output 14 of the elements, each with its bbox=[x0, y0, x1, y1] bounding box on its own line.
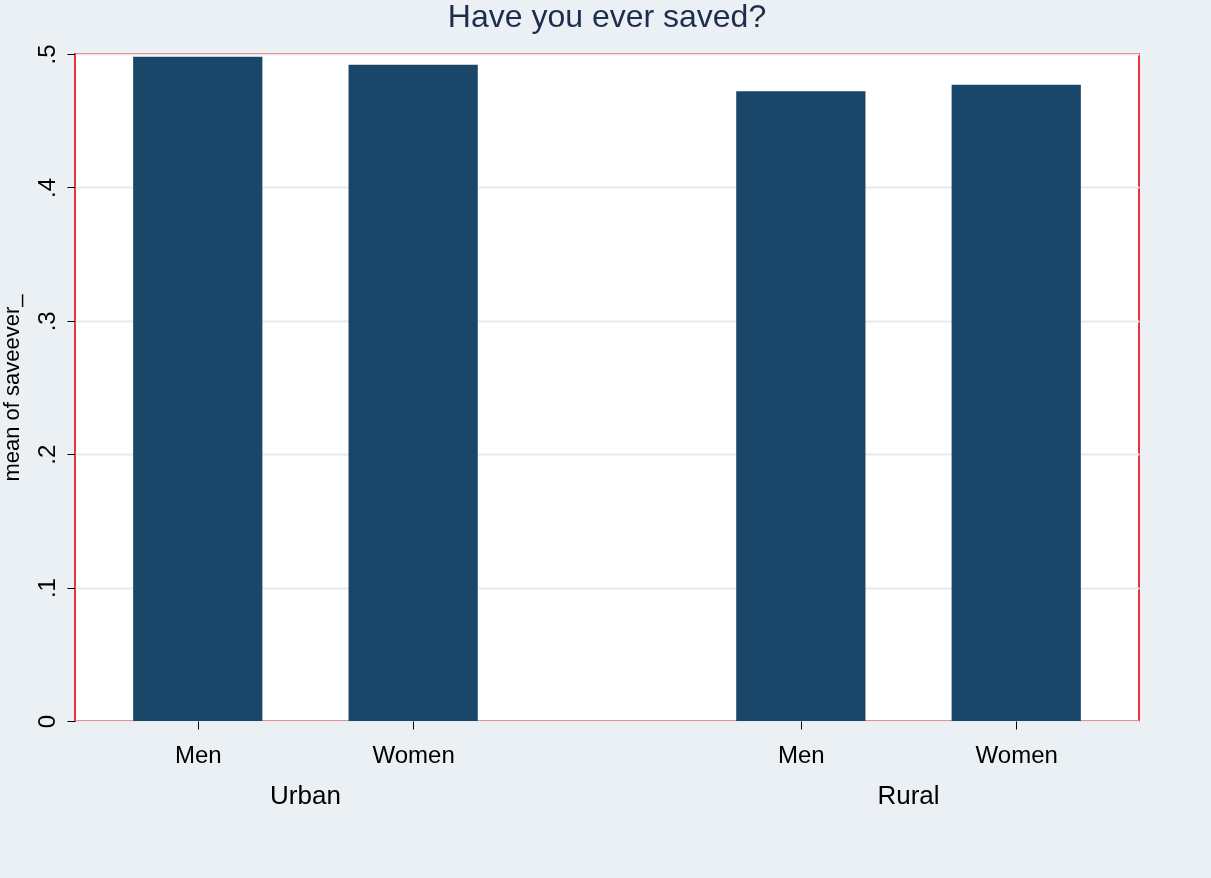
y-axis-title: mean of saveever_ bbox=[0, 293, 24, 482]
x-tick-label: Women bbox=[975, 740, 1058, 768]
y-tick-label: .1 bbox=[32, 578, 60, 599]
y-tick-label: .5 bbox=[32, 44, 60, 65]
text: Rural bbox=[877, 780, 940, 810]
x-tick-label: Men bbox=[778, 740, 825, 768]
x-tick-label: Men bbox=[174, 740, 222, 768]
text: Urban bbox=[270, 780, 341, 810]
y-tick-label: .3 bbox=[32, 311, 60, 332]
y-tick-label: 0 bbox=[32, 714, 60, 729]
y-tick-label: .4 bbox=[32, 177, 60, 198]
y-tick-label: .2 bbox=[32, 444, 60, 465]
x-tick-label: Women bbox=[372, 740, 455, 768]
chart-title: Have you ever saved? bbox=[447, 0, 767, 34]
